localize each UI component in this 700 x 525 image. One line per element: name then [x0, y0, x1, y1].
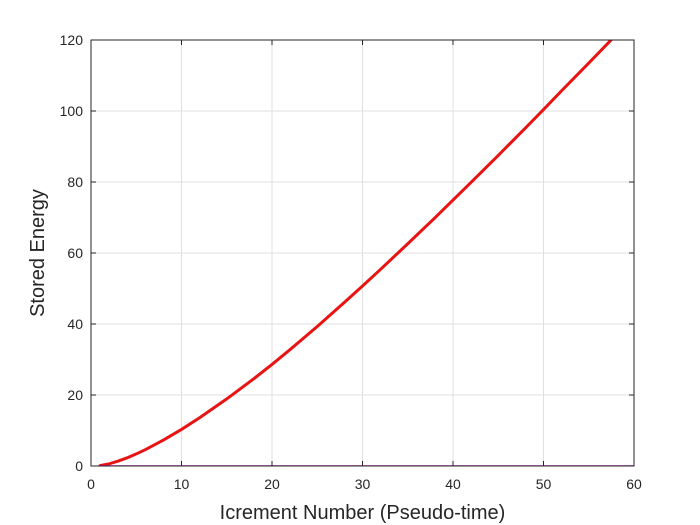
x-tick-label: 10 — [174, 476, 190, 492]
tick-marks — [90, 39, 635, 467]
y-tick-label: 40 — [67, 316, 83, 332]
y-axis-label: Stored Energy — [27, 189, 49, 317]
x-tick-label: 40 — [445, 476, 461, 492]
y-tick-label: 100 — [60, 103, 84, 119]
y-tick-labels: 0 20 40 60 80 100 120 — [60, 32, 84, 474]
x-axis-label: Icrement Number (Pseudo-time) — [220, 502, 506, 524]
x-tick-labels: 0 10 20 30 40 50 60 — [87, 476, 642, 492]
x-tick-label: 60 — [626, 476, 642, 492]
x-tick-label: 0 — [87, 476, 95, 492]
stored-energy-series-line — [98, 40, 614, 466]
x-tick-label: 20 — [264, 476, 280, 492]
y-tick-label: 20 — [67, 387, 83, 403]
y-tick-label: 0 — [75, 458, 83, 474]
series-group — [98, 40, 634, 466]
y-tick-label: 60 — [67, 245, 83, 261]
x-tick-label: 50 — [536, 476, 552, 492]
x-tick-label: 30 — [355, 476, 371, 492]
y-tick-label: 120 — [60, 32, 84, 48]
y-tick-label: 80 — [67, 174, 83, 190]
